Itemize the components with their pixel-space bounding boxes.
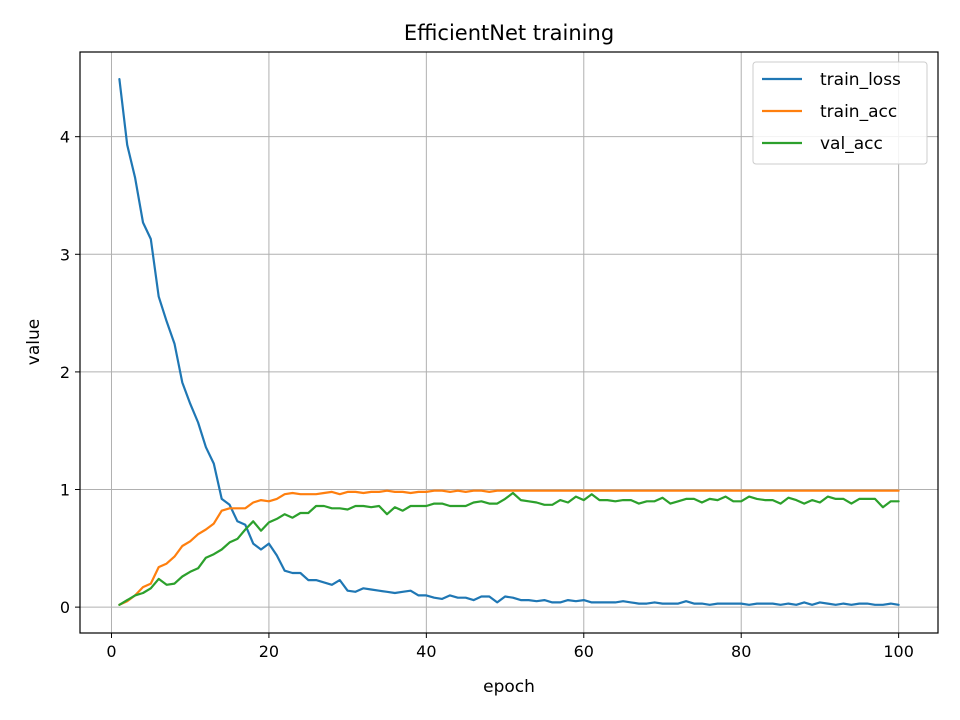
x-axis-label: epoch (483, 677, 535, 697)
x-tick-label: 60 (574, 642, 594, 661)
series-line-train-loss (118, 77, 900, 606)
x-axis-ticks: 0 20 40 60 80 100 (106, 633, 914, 661)
x-tick-label: 100 (883, 642, 914, 661)
y-tick-label: 0 (60, 598, 70, 617)
chart-title: EfficientNet training (404, 21, 614, 45)
legend-label: train_acc (820, 102, 897, 122)
y-tick-label: 2 (60, 363, 70, 382)
plot-frame (79, 51, 939, 634)
series-line-train-acc (118, 489, 900, 606)
legend-box (752, 61, 928, 165)
x-tick-label: 0 (106, 642, 116, 661)
x-tick-label: 20 (259, 642, 279, 661)
legend-label: train_loss (820, 70, 901, 90)
y-axis-ticks: 0 1 2 3 4 (60, 128, 80, 617)
y-tick-label: 3 (60, 245, 70, 264)
y-tick-label: 1 (60, 481, 70, 500)
series-line-val-acc (118, 491, 900, 606)
y-axis-label: value (24, 319, 44, 365)
y-tick-label: 4 (60, 128, 70, 147)
legend: train_loss train_acc val_acc (752, 61, 928, 165)
x-tick-label: 40 (416, 642, 436, 661)
legend-label: val_acc (820, 134, 883, 154)
x-tick-label: 80 (731, 642, 751, 661)
series-layer (118, 77, 900, 606)
